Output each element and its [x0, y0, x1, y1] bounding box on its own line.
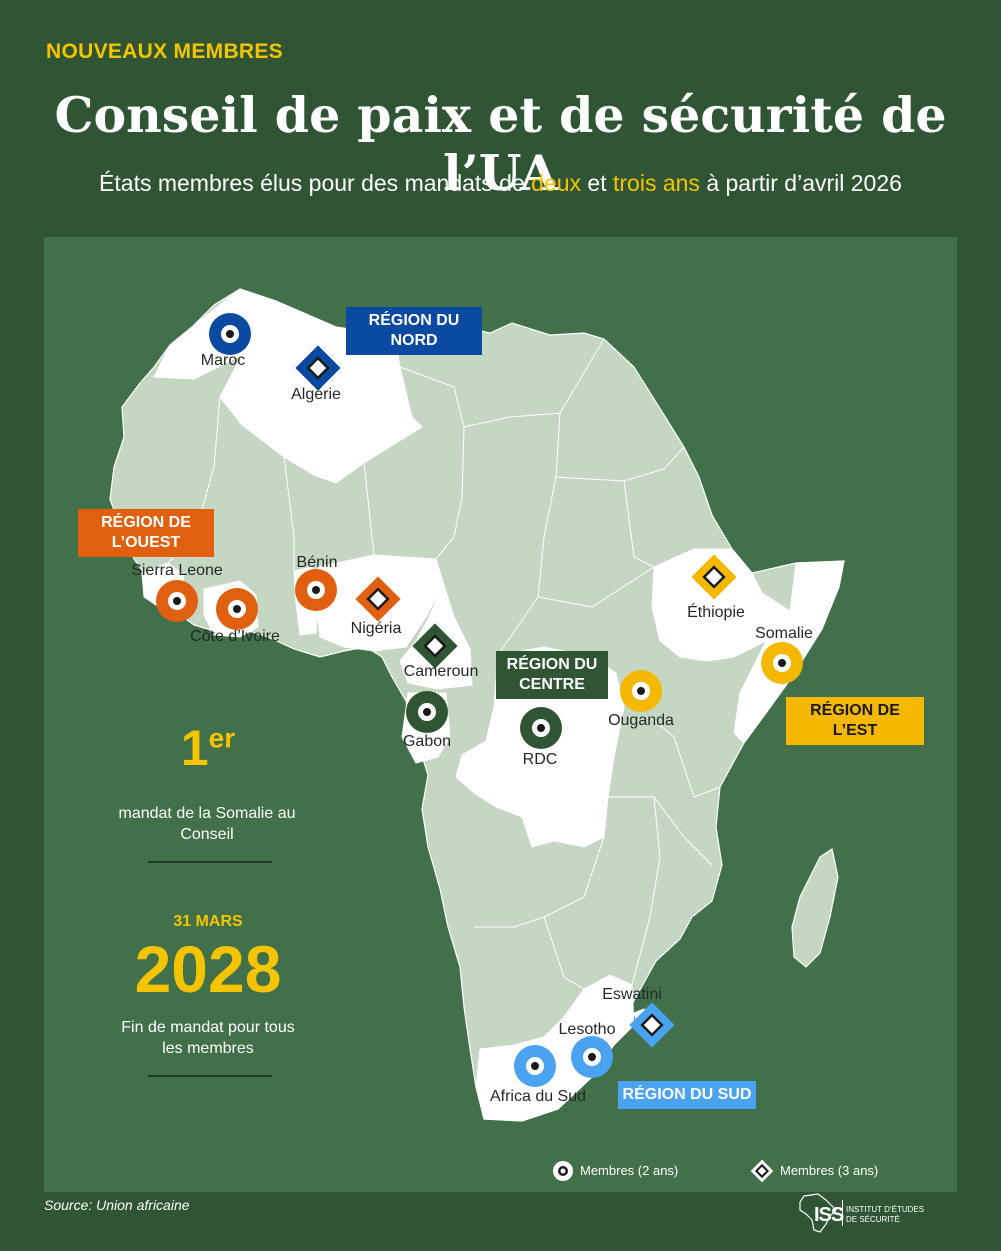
label-gabon: Gabon: [402, 733, 452, 750]
label-algerie: Algérie: [291, 386, 341, 403]
rdc-marker: [520, 707, 562, 749]
cote-divoire-marker: [216, 588, 258, 630]
label-ouganda: Ouganda: [608, 712, 674, 729]
benin-marker: [295, 569, 337, 611]
stat-year: 2028: [134, 932, 282, 1006]
border-line: [497, 412, 561, 656]
eswatini-marker: [629, 1002, 675, 1048]
border-line: [283, 456, 295, 571]
label-cote-divoire: Côte d’Ivoire: [190, 628, 280, 645]
stat-first-number: 1: [180, 720, 209, 776]
iss-name-line2: DE SÉCURITÉ: [846, 1215, 900, 1224]
stat-year-text: Fin de mandat pour tous les membres: [121, 1019, 295, 1057]
legend-two-years: Membres (2 ans): [580, 1163, 679, 1178]
lesotho-marker: [571, 1036, 613, 1078]
region-est: RÉGION DE L’EST: [786, 697, 924, 745]
south-africa-marker: [514, 1045, 556, 1087]
stat-date-small: 31 MARS: [173, 913, 243, 930]
subtitle-highlight-three: trois ans: [613, 170, 700, 196]
subtitle-part: et: [581, 170, 613, 196]
label-benin: Bénin: [296, 554, 338, 571]
page-title: Conseil de paix et de sécurité de l’UA: [54, 86, 947, 202]
stat-divider: [148, 1075, 272, 1077]
ethiopie-marker: [691, 554, 737, 600]
region-nord: RÉGION DU NORD: [346, 307, 482, 355]
stat-first-mandate: 1er: [128, 719, 288, 777]
region-ouest: RÉGION DE L’OUEST: [78, 509, 214, 557]
map-panel: Maroc Algérie Sierra Leone Côte d’Ivoire…: [44, 237, 957, 1192]
iss-name: INSTITUT D’ÉTUDES DE SÉCURITÉ: [846, 1205, 924, 1225]
border-line: [608, 796, 713, 866]
region-sud: RÉGION DU SUD: [618, 1081, 756, 1109]
border-line: [631, 796, 661, 986]
nigeria-marker: [355, 576, 401, 622]
marker-layer: [156, 313, 803, 1183]
iss-abbr: ISS: [814, 1204, 844, 1226]
label-south-africa: Africa du Sud: [489, 1088, 587, 1105]
algerie-marker: [295, 345, 341, 391]
kicker: NOUVEAUX MEMBRES: [46, 40, 283, 63]
label-eswatini: Eswatini: [602, 986, 662, 1003]
subtitle-part: à partir d’avril 2026: [699, 170, 902, 196]
iss-divider: [842, 1200, 843, 1226]
cameroun-marker: [412, 623, 458, 669]
legend-diamond-symbol: [750, 1159, 774, 1183]
ouganda-marker: [620, 670, 662, 712]
gabon-marker: [406, 691, 448, 733]
label-ethiopie: Éthiopie: [687, 604, 745, 621]
africa-outline-icon: [799, 1193, 837, 1233]
subtitle-part: États membres élus pour des mandats de: [99, 170, 532, 196]
border-line: [399, 366, 465, 560]
legend-three-years: Membres (3 ans): [780, 1163, 879, 1178]
label-maroc: Maroc: [200, 352, 246, 369]
label-sierra-leone: Sierra Leone: [131, 562, 223, 579]
madagascar: [791, 848, 839, 968]
border-line: [363, 462, 375, 556]
border-line: [543, 916, 585, 990]
border-line: [623, 480, 655, 568]
border-line: [555, 446, 685, 482]
legend-ring-symbol: [553, 1161, 573, 1181]
border-line: [537, 566, 655, 608]
country-borders: [167, 338, 721, 990]
subtitle-highlight-two: deux: [531, 170, 582, 196]
somalie-marker: [761, 642, 803, 684]
label-cameroun: Cameroun: [403, 663, 479, 680]
border-line: [649, 716, 721, 798]
region-centre: RÉGION DU CENTRE: [496, 651, 608, 699]
stat-first-sup: er: [208, 722, 236, 754]
iss-name-line1: INSTITUT D’ÉTUDES: [846, 1205, 925, 1214]
sierra-leone-marker: [156, 580, 198, 622]
subtitle: États membres élus pour des mandats de d…: [0, 170, 1001, 197]
label-lesotho: Lesotho: [558, 1021, 616, 1038]
maroc-marker: [209, 313, 251, 355]
stat-first-text: mandat de la Somalie au Conseil: [118, 805, 296, 843]
border-line: [463, 338, 605, 428]
source-note: Source: Union africaine: [44, 1197, 190, 1213]
western-sahara-border: [153, 376, 195, 380]
stat-divider: [148, 861, 272, 863]
label-nigeria: Nigéria: [350, 620, 402, 637]
label-somalie: Somalie: [755, 625, 813, 642]
label-rdc: RDC: [522, 751, 558, 768]
